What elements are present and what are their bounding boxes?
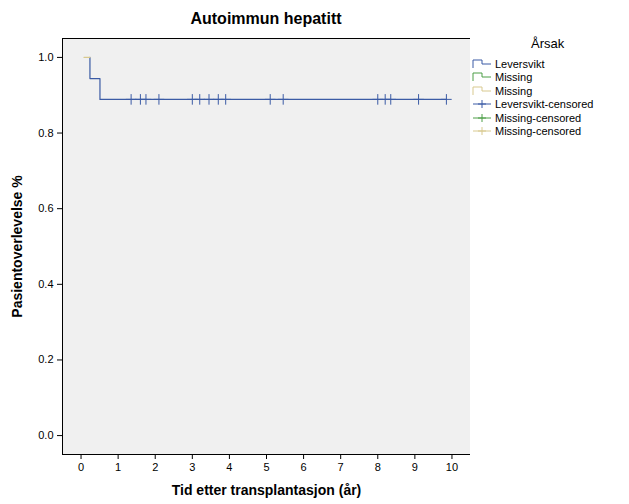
html-text:Missing: Missing [495, 84, 533, 97]
svg-text:9: 9 [412, 461, 418, 473]
svg-text:1: 1 [115, 461, 121, 473]
svg-text:2: 2 [152, 461, 158, 473]
svg-text:Tid etter transplantasjon (år): Tid etter transplantasjon (år) [172, 482, 362, 498]
svg-text:6: 6 [301, 461, 307, 473]
html-text:Årsak: Årsak [531, 36, 565, 51]
svg-text:0.4: 0.4 [38, 278, 53, 290]
svg-text:0.6: 0.6 [38, 202, 53, 214]
html-text:Missing: Missing [495, 71, 533, 84]
html-text:Missing-censored: Missing-censored [495, 125, 582, 138]
svg-text:8: 8 [375, 461, 381, 473]
html-text:Autoimmun hepatitt: Autoimmun hepatitt [190, 10, 342, 27]
svg-text:0: 0 [78, 461, 84, 473]
svg-text:0.2: 0.2 [38, 353, 53, 365]
svg-text:Pasientoverlevelse %: Pasientoverlevelse % [9, 175, 25, 318]
svg-text:7: 7 [338, 461, 344, 473]
svg-text:10: 10 [446, 461, 458, 473]
svg-text:4: 4 [226, 461, 232, 473]
html-text:Leversvikt-censored: Leversvikt-censored [495, 98, 594, 111]
svg-text:0.0: 0.0 [38, 429, 53, 441]
html-text:Missing-censored: Missing-censored [495, 111, 582, 124]
svg-text:0.8: 0.8 [38, 127, 53, 139]
svg-text:3: 3 [189, 461, 195, 473]
svg-text:5: 5 [263, 461, 269, 473]
html-text:Leversvikt: Leversvikt [495, 57, 545, 70]
svg-text:1.0: 1.0 [38, 51, 53, 63]
